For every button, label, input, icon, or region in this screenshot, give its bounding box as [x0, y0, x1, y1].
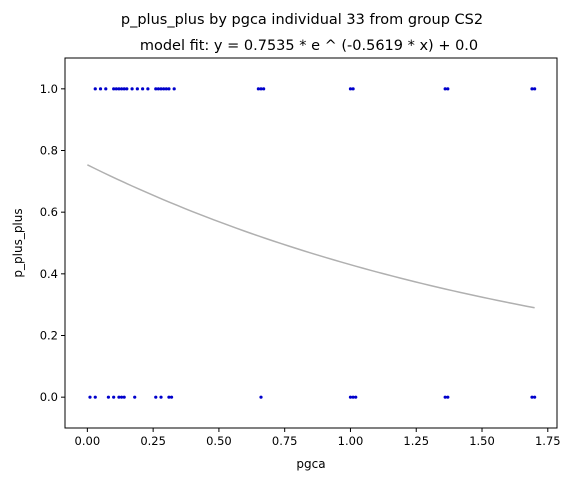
x-tick-label: 0.00 — [75, 434, 101, 448]
data-point — [117, 395, 121, 399]
y-tick-label: 0.8 — [40, 144, 58, 158]
data-point — [169, 395, 174, 399]
data-point — [530, 87, 534, 91]
data-point — [159, 87, 163, 91]
data-point — [533, 87, 537, 91]
data-point — [262, 87, 266, 91]
x-tick-label: 1.50 — [469, 434, 495, 448]
data-point — [259, 395, 263, 399]
data-point — [256, 87, 260, 91]
data-point — [443, 395, 447, 399]
data-point — [114, 87, 118, 91]
data-point — [259, 87, 263, 91]
data-point — [146, 87, 150, 91]
plot-area — [87, 87, 537, 399]
data-point — [154, 395, 158, 399]
data-point — [112, 395, 116, 399]
x-tick-label: 1.00 — [338, 434, 364, 448]
data-point — [533, 395, 537, 399]
x-tick-label: 1.25 — [403, 434, 429, 448]
data-point — [354, 395, 358, 399]
data-point — [348, 87, 353, 91]
y-tick-label: 1.0 — [40, 82, 58, 96]
fit-curve — [87, 164, 535, 309]
data-point — [172, 87, 176, 91]
data-point — [351, 87, 355, 91]
data-point — [122, 395, 126, 399]
chart-subtitle: model fit: y = 0.7535 * e ^ (-0.5619 * x… — [140, 38, 478, 54]
x-tick-label: 0.50 — [206, 434, 232, 448]
data-point — [106, 395, 111, 399]
plot-frame — [64, 57, 558, 429]
chart-title: p_plus_plus by pgca individual 33 from g… — [121, 12, 483, 28]
data-point — [162, 87, 166, 91]
x-axis-label: pgca — [296, 457, 325, 471]
data-point — [117, 87, 121, 91]
data-point — [141, 87, 145, 91]
y-tick-label: 0.2 — [40, 329, 58, 343]
data-point — [154, 87, 158, 91]
data-point — [119, 87, 124, 91]
data-point — [93, 87, 97, 91]
data-point — [164, 87, 168, 91]
data-point — [159, 395, 163, 399]
data-point — [167, 87, 171, 91]
data-point — [104, 87, 108, 91]
data-point — [446, 87, 450, 91]
x-tick-label: 1.75 — [535, 434, 561, 448]
data-point — [93, 395, 97, 399]
data-point — [88, 395, 92, 399]
y-axis-label: p_plus_plus — [11, 208, 25, 277]
y-tick-label: 0.6 — [40, 205, 58, 219]
data-point — [98, 87, 103, 91]
data-point — [133, 395, 137, 399]
data-point — [446, 395, 450, 399]
x-axis: 0.00 0.25 0.50 0.75 1.00 1.25 1.50 1.75 — [75, 428, 561, 448]
data-point — [167, 395, 171, 399]
y-tick-label: 0.0 — [40, 390, 58, 404]
data-point — [348, 395, 353, 399]
data-point — [135, 87, 139, 91]
data-point — [443, 87, 447, 91]
data-point — [119, 395, 124, 399]
data-point — [122, 87, 126, 91]
y-tick-label: 0.4 — [40, 267, 58, 281]
data-point — [130, 87, 134, 91]
data-point — [351, 395, 355, 399]
x-tick-label: 0.25 — [140, 434, 166, 448]
data-point — [112, 87, 116, 91]
y-axis: 0.0 0.2 0.4 0.6 0.8 1.0 — [40, 82, 65, 404]
data-point — [156, 87, 161, 91]
data-point — [530, 395, 534, 399]
data-point — [125, 87, 129, 91]
x-tick-label: 0.75 — [272, 434, 298, 448]
